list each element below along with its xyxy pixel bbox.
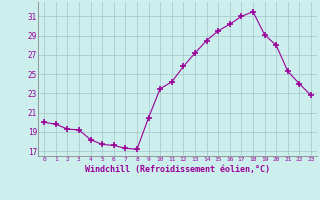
X-axis label: Windchill (Refroidissement éolien,°C): Windchill (Refroidissement éolien,°C) [85, 165, 270, 174]
